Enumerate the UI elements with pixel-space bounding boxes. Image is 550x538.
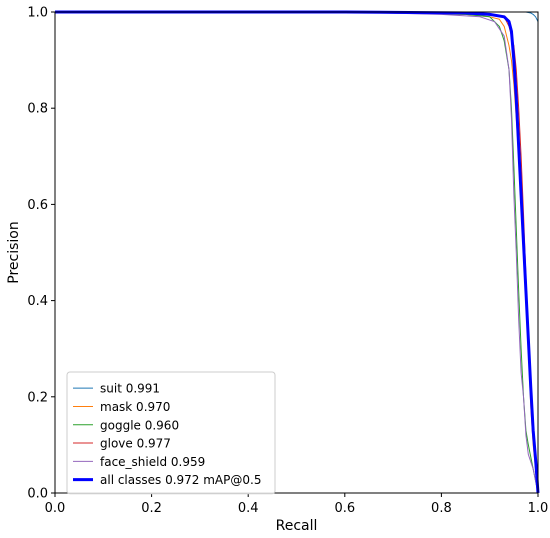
y-tick-label: 0.4 <box>27 294 48 309</box>
legend-label-2: goggle 0.960 <box>100 418 179 432</box>
x-tick-label: 0.2 <box>141 501 162 516</box>
y-axis-ticks: 0.0 0.2 0.4 0.6 0.8 1.0 <box>27 6 55 502</box>
y-tick-label: 0.0 <box>27 487 48 502</box>
series-line-2 <box>55 11 539 494</box>
x-axis-ticks: 0.0 0.2 0.4 0.6 0.8 1.0 <box>45 493 549 516</box>
x-tick-label: 0.0 <box>45 501 66 516</box>
y-tick-label: 0.2 <box>27 390 48 405</box>
legend: suit 0.991 mask 0.970 goggle 0.960 glove 0.… <box>66 371 276 495</box>
series-line-5 <box>55 10 540 494</box>
legend-label-1: mask 0.970 <box>100 400 170 414</box>
x-tick-label: 0.8 <box>431 501 452 516</box>
legend-label-5: all classes 0.972 mAP@0.5 <box>100 473 261 487</box>
series-line-4 <box>55 11 539 494</box>
y-tick-label: 0.6 <box>27 198 48 213</box>
legend-box <box>66 371 276 495</box>
x-tick-label: 1.0 <box>528 501 549 516</box>
plot-frame <box>54 11 539 494</box>
legend-label-0: suit 0.991 <box>100 382 160 396</box>
x-tick-label: 0.6 <box>334 501 355 516</box>
y-tick-label: 0.8 <box>27 102 48 117</box>
legend-label-4: face_shield 0.959 <box>100 455 205 469</box>
y-axis-label: Precision <box>6 221 22 283</box>
legend-label-3: glove 0.977 <box>100 437 171 451</box>
x-tick-label: 0.4 <box>238 501 259 516</box>
x-axis-label: Recall <box>276 518 318 534</box>
y-tick-label: 1.0 <box>27 6 48 21</box>
